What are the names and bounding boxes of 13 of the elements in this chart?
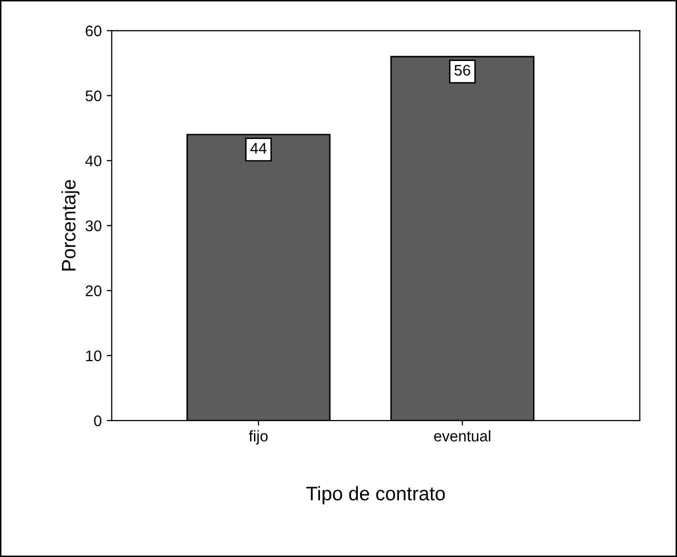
y-axis-title: Porcentaje — [61, 180, 80, 270]
y-tick-label: 50 — [86, 90, 102, 102]
y-tick-label: 40 — [85, 155, 102, 166]
x-tick-label: eventual — [434, 430, 490, 442]
y-tick-label: 20 — [86, 285, 102, 296]
x-tick-label: fijo — [248, 430, 268, 444]
data-label: 44 — [250, 142, 267, 154]
data-label: 56 — [454, 64, 470, 76]
y-tick-label: 30 — [86, 220, 102, 232]
y-tick-label: 0 — [94, 415, 102, 426]
y-tick-label: 60 — [86, 26, 102, 36]
x-axis-title: Tipo de contrato — [306, 486, 445, 504]
y-tick-label: 10 — [86, 350, 102, 362]
